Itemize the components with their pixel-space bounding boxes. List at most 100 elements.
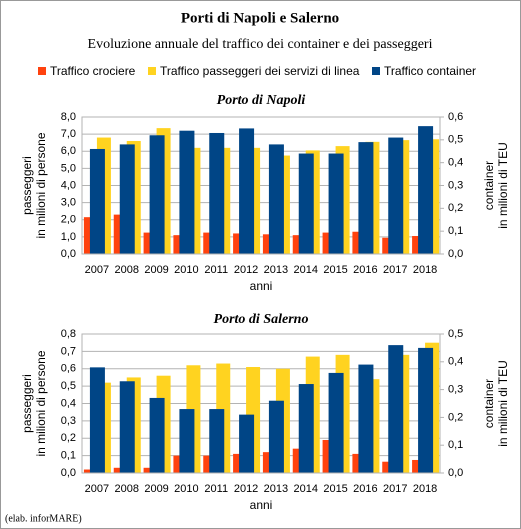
y-tick-label: 0,3 xyxy=(61,415,76,427)
y-axis-label: passeggeri xyxy=(20,374,34,433)
bar xyxy=(143,467,151,473)
y-tick-label: 6,0 xyxy=(61,145,76,157)
y-tick-label: 3,0 xyxy=(61,197,76,209)
bar xyxy=(298,384,314,473)
y-tick-label: 0,5 xyxy=(61,380,76,392)
x-axis-label: anni xyxy=(250,498,273,512)
bar xyxy=(233,233,241,254)
bar xyxy=(328,372,344,473)
x-tick-label: 2010 xyxy=(174,483,198,495)
bar xyxy=(352,453,360,473)
x-tick-label: 2009 xyxy=(144,483,168,495)
bar xyxy=(113,467,121,473)
bar xyxy=(179,409,195,473)
bar xyxy=(89,148,105,254)
y2-tick-label: 0,2 xyxy=(448,411,463,423)
legend-label: Traffico container xyxy=(384,64,476,78)
legend-label: Traffico passeggeri dei servizi di linea xyxy=(160,64,360,78)
y-tick-label: 1,0 xyxy=(61,231,76,243)
y-tick-label: 0,4 xyxy=(61,397,76,409)
x-tick-label: 2017 xyxy=(383,264,407,276)
bar xyxy=(418,347,434,473)
bar xyxy=(239,128,255,254)
x-tick-label: 2007 xyxy=(85,264,109,276)
bar xyxy=(292,235,300,254)
y-tick-label: 8,0 xyxy=(61,111,76,123)
bar xyxy=(233,453,241,473)
legend-label: Traffico crociere xyxy=(50,64,136,78)
x-tick-label: 2013 xyxy=(264,483,288,495)
y2-tick-label: 0,1 xyxy=(448,439,463,451)
x-tick-label: 2012 xyxy=(234,483,258,495)
y-tick-label: 0,6 xyxy=(61,363,76,375)
bar xyxy=(209,132,225,254)
y2-axis-label: in milioni di TEU xyxy=(496,142,510,228)
bar xyxy=(388,345,404,473)
x-tick-label: 2011 xyxy=(204,264,228,276)
bar xyxy=(322,439,330,473)
y2-axis-label: container xyxy=(482,161,496,210)
bar xyxy=(149,135,165,254)
x-tick-label: 2008 xyxy=(115,264,139,276)
x-tick-label: 2017 xyxy=(383,483,407,495)
x-tick-label: 2015 xyxy=(323,483,347,495)
bar xyxy=(358,142,374,254)
y-axis-label: passeggeri xyxy=(20,156,34,215)
bar xyxy=(83,217,91,254)
y2-tick-label: 0,2 xyxy=(448,202,463,214)
y2-axis-label: container xyxy=(482,379,496,428)
x-tick-label: 2012 xyxy=(234,264,258,276)
legend-swatch xyxy=(38,67,46,75)
bar xyxy=(239,414,255,473)
y-tick-label: 0,7 xyxy=(61,345,76,357)
bar xyxy=(328,153,344,254)
x-tick-label: 2016 xyxy=(353,264,377,276)
legend-swatch xyxy=(148,67,156,75)
bar xyxy=(382,237,390,254)
y2-axis-label: in milioni di TEU xyxy=(496,360,510,446)
bar xyxy=(143,232,151,254)
y2-tick-label: 0,6 xyxy=(448,111,463,123)
x-tick-label: 2014 xyxy=(294,483,318,495)
x-tick-label: 2008 xyxy=(115,483,139,495)
x-tick-label: 2018 xyxy=(413,264,437,276)
bar xyxy=(382,461,390,473)
y-tick-label: 0,8 xyxy=(61,328,76,340)
x-tick-label: 2011 xyxy=(204,483,228,495)
bar xyxy=(262,452,270,473)
x-axis-label: anni xyxy=(250,279,273,293)
y2-tick-label: 0,5 xyxy=(448,134,463,146)
bar xyxy=(179,130,195,254)
x-tick-label: 2010 xyxy=(174,264,198,276)
y-axis-label: in milioni di persone xyxy=(34,132,48,238)
y-tick-label: 2,0 xyxy=(61,214,76,226)
bar xyxy=(119,381,135,473)
bar xyxy=(203,455,211,473)
y-tick-label: 0,0 xyxy=(61,248,76,260)
y2-tick-label: 0,1 xyxy=(448,225,463,237)
y-tick-label: 0,0 xyxy=(61,467,76,479)
bar xyxy=(352,231,360,254)
bar xyxy=(292,448,300,473)
bar xyxy=(89,367,105,473)
bar xyxy=(322,232,330,254)
y2-tick-label: 0,4 xyxy=(448,157,463,169)
y2-tick-label: 0,3 xyxy=(448,384,463,396)
bar xyxy=(173,235,181,254)
bar xyxy=(412,459,420,473)
y-tick-label: 7,0 xyxy=(61,128,76,140)
x-tick-label: 2018 xyxy=(413,483,437,495)
y2-tick-label: 0,5 xyxy=(448,328,463,340)
plot-border xyxy=(81,333,441,474)
chart-title: Porto di Salerno xyxy=(214,312,309,327)
bar xyxy=(119,144,135,254)
bar xyxy=(203,232,211,254)
x-tick-label: 2009 xyxy=(144,264,168,276)
subtitle: Evoluzione annuale del traffico dei cont… xyxy=(88,37,433,52)
y2-tick-label: 0,0 xyxy=(448,467,463,479)
bar xyxy=(412,236,420,254)
chart-title: Porto di Napoli xyxy=(217,93,306,108)
x-tick-label: 2015 xyxy=(323,264,347,276)
